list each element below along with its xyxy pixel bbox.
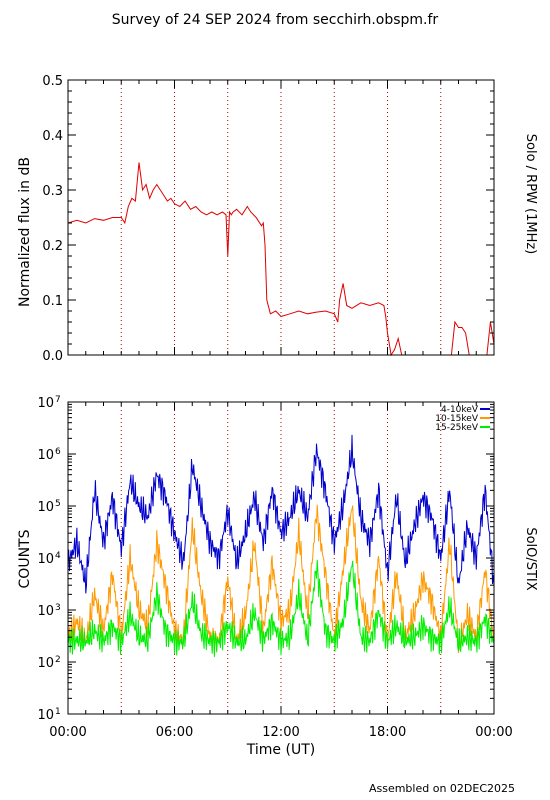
x-tick-label: 00:00	[49, 725, 86, 740]
stix-time-guides	[120, 402, 442, 714]
stix-counts-line	[67, 559, 495, 658]
y-tick-label: 0.0	[42, 349, 63, 364]
x-tick-label: 18:00	[369, 725, 406, 740]
y-tick-label: 0.2	[42, 239, 63, 254]
y-tick-label: 10	[37, 500, 54, 515]
rpw-panel: 0.0 0.1 0.2 0.3 0.4 0.5 Normalized flux in dB…	[17, 74, 538, 364]
legend-label: 4-10keV	[441, 405, 479, 415]
y-tick-exponent: 3	[55, 603, 61, 613]
stix-instrument-label: SolO/STIX	[523, 527, 538, 590]
y-tick-exponent: 2	[55, 655, 61, 665]
y-tick-label: 0.5	[42, 74, 63, 89]
stix-ylabel: COUNTS	[17, 529, 33, 588]
assembled-note: Assembled on 02DEC2025	[369, 782, 515, 795]
y-tick-label: 0.1	[42, 294, 63, 309]
rpw-time-guides	[120, 80, 442, 355]
y-tick-exponent: 4	[55, 551, 61, 561]
y-tick-label: 10	[37, 448, 54, 463]
x-tick-label: 12:00	[262, 725, 299, 740]
stix-counts-line	[67, 434, 495, 594]
rpw-ticks: 0.0 0.1 0.2 0.3 0.4 0.5	[42, 74, 495, 364]
legend-label: 15-25keV	[435, 423, 479, 433]
rpw-flux-line	[67, 162, 495, 357]
y-tick-label: 10	[37, 396, 54, 411]
y-tick-label: 0.4	[42, 129, 63, 144]
y-tick-exponent: 1	[55, 707, 61, 717]
y-tick-label: 0.3	[42, 184, 63, 199]
y-tick-exponent: 5	[55, 499, 61, 509]
x-tick-label: 06:00	[156, 725, 193, 740]
legend-label: 10-15keV	[435, 414, 479, 424]
y-tick-label: 10	[37, 552, 54, 567]
stix-counts-line	[67, 504, 495, 655]
rpw-series	[67, 162, 495, 357]
y-tick-exponent: 6	[55, 447, 61, 457]
x-tick-label: 00:00	[475, 725, 512, 740]
rpw-axes-frame	[67, 79, 495, 356]
rpw-ylabel: Normalized flux in dB	[17, 157, 33, 307]
y-tick-label: 10	[37, 656, 54, 671]
stix-xlabel: Time (UT)	[246, 742, 315, 758]
y-tick-label: 10	[37, 604, 54, 619]
stix-series	[67, 434, 495, 658]
rpw-instrument-label: Solo / RPW (1MHz)	[523, 134, 538, 255]
y-tick-exponent: 7	[55, 395, 61, 405]
y-tick-label: 10	[37, 708, 54, 723]
page-title: Survey of 24 SEP 2024 from secchirh.obsp…	[112, 12, 439, 28]
